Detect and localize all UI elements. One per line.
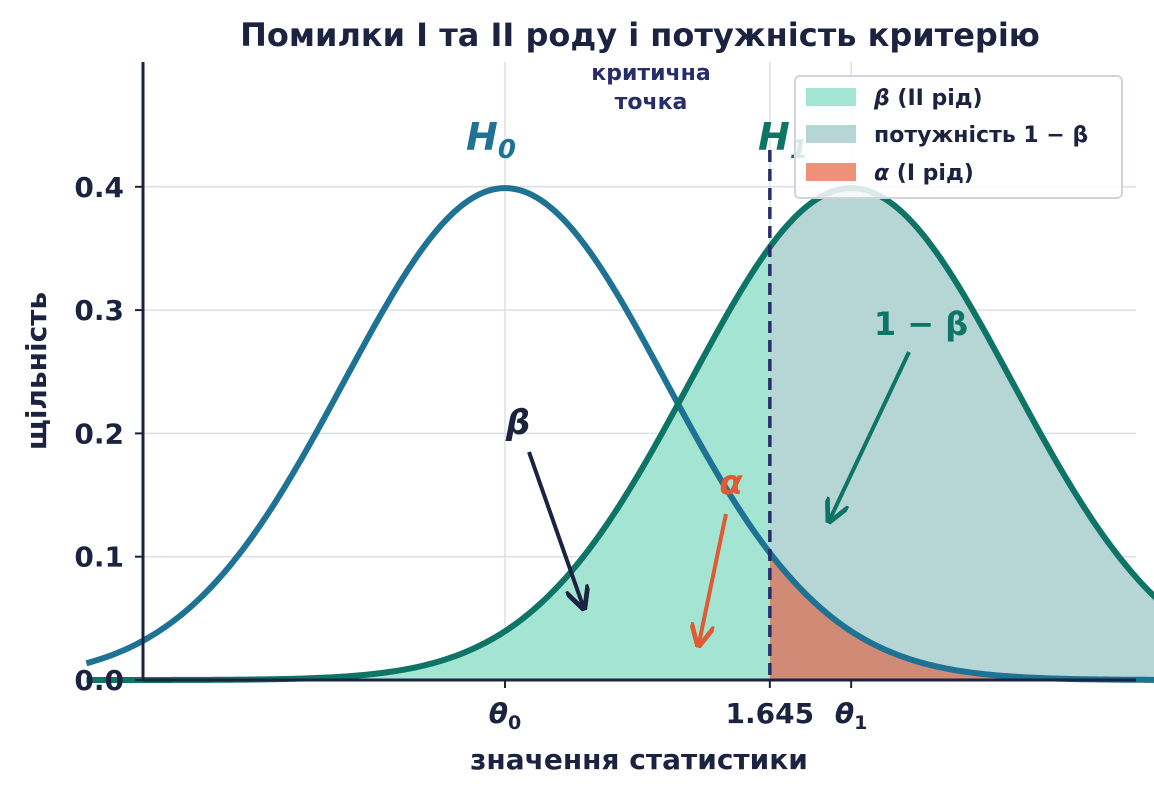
y-tick-label-1: 0.1 [74,541,124,574]
h0-label-sub: 0 [498,135,516,165]
legend-swatch-beta [806,88,856,106]
alpha-arrow [699,513,728,643]
critical-label-line2: точка [615,90,688,115]
region-0 [86,246,770,681]
beta-annotation: β [505,403,530,443]
y-tick-label-3: 0.3 [74,294,124,327]
h1-label-main: H [758,115,790,159]
alpha-annotation: α [719,463,743,503]
x-tick-label-1: 1.645 [726,697,815,730]
y-tick-label-2: 0.2 [74,417,124,450]
x-axis-label: значення статистики [470,743,808,776]
x-ticks: θ0 1.645 θ1 [489,680,867,734]
annotations: H0 H1 критична точка β α 1 − β [466,61,968,643]
x-tick-label-2-sub: 1 [854,712,867,734]
power-annotation: 1 − β [874,305,968,343]
x-tick-label-1-main: 1.645 [726,697,815,730]
shaded-regions [86,188,1154,681]
power-arrow [830,351,911,519]
legend-beta-text: (II рід) [890,86,983,111]
y-axis-label: щільність [20,292,53,450]
legend-swatch-power [806,125,856,143]
axes [141,62,1136,682]
legend-entry-beta: β (II рід) [873,86,983,111]
legend-alpha-symbol: α [874,161,890,186]
chart-title: Помилки I та II роду і потужність критер… [240,16,1040,54]
h0-label-main: H [466,115,498,159]
x-tick-label-0-sub: 0 [508,712,521,734]
y-ticks: 0.0 0.1 0.2 0.3 0.4 [74,171,143,697]
y-tick-label-0: 0.0 [74,664,124,697]
legend-entry-power: потужність 1 − β [874,123,1088,148]
beta-arrow [527,451,583,606]
x-tick-label-0: θ0 [489,697,521,734]
legend-alpha-text: (I рід) [889,161,974,186]
region-1 [769,188,1154,680]
region-2 [769,552,1154,680]
x-tick-label-0-main: θ [489,697,508,730]
critical-label-line1: критична [591,61,710,86]
x-tick-label-2-main: θ [835,697,854,730]
legend-swatch-alpha [806,163,856,181]
h0-label: H0 [466,115,516,165]
legend: β (II рід) потужність 1 − β α (I рід) [794,75,1123,199]
legend-beta-symbol: β [873,86,890,111]
legend-box [794,75,1123,199]
legend-entry-alpha: α (I рід) [874,161,974,186]
y-tick-label-4: 0.4 [74,171,124,204]
x-tick-label-2: θ1 [835,697,867,734]
